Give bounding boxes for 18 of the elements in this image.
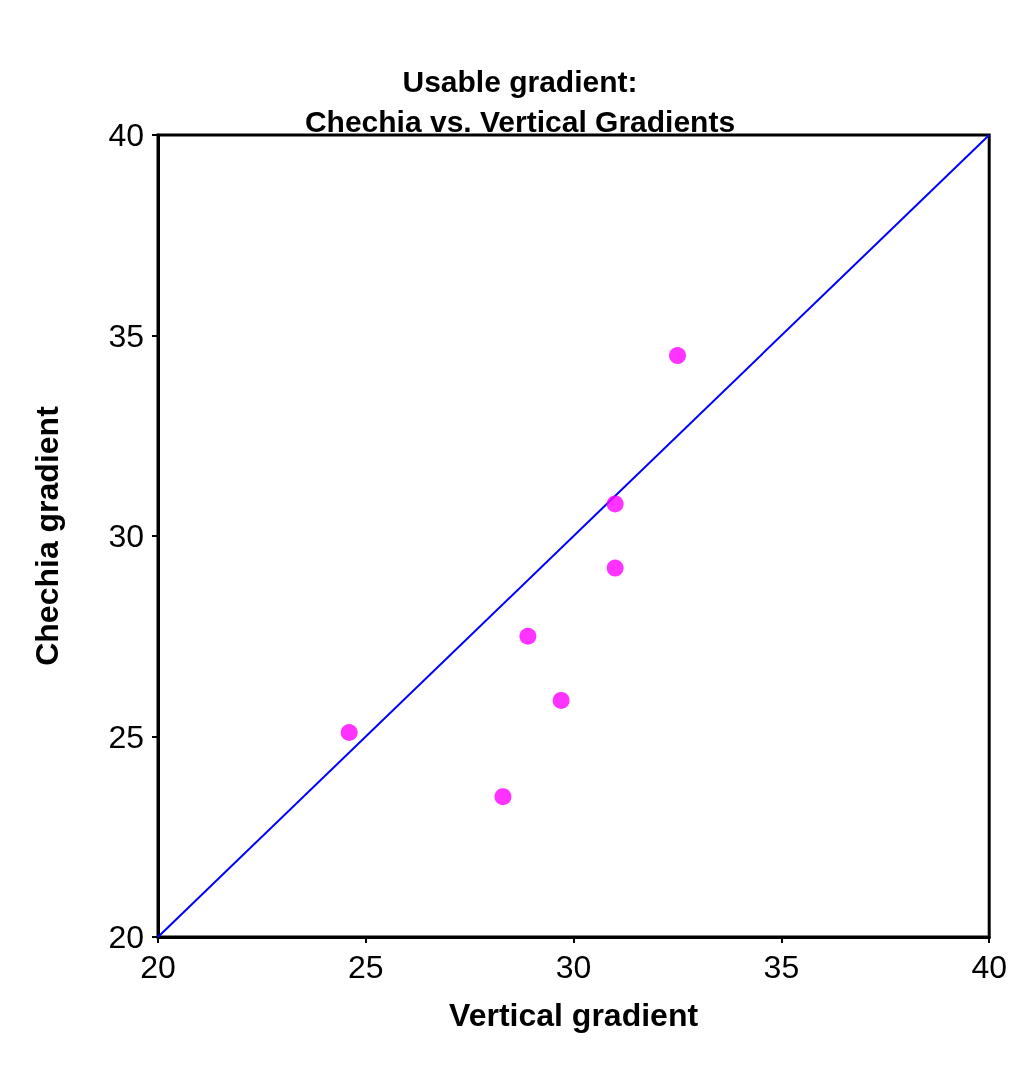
- x-tick-label: 40: [971, 949, 1007, 985]
- point: [494, 788, 512, 806]
- y-tick-label: 35: [108, 317, 144, 354]
- point: [669, 347, 686, 365]
- x-tick-label: 30: [555, 949, 592, 985]
- y-tick-label: 40: [108, 117, 144, 153]
- point: [606, 495, 624, 513]
- chart-title: Usable gradient: Chechia vs. Vertical Gradients: [304, 64, 736, 138]
- point: [519, 627, 537, 645]
- y-tick-label: 30: [108, 518, 144, 554]
- x-axis-title: Vertical gradient: [449, 997, 699, 1033]
- point: [606, 559, 624, 577]
- point: [340, 723, 358, 741]
- x-tick-label: 35: [763, 949, 800, 985]
- y-tick-label: 25: [108, 718, 144, 755]
- y-axis-title: Chechia gradient: [29, 405, 65, 666]
- x-tick-label: 25: [348, 949, 384, 985]
- point: [552, 691, 570, 709]
